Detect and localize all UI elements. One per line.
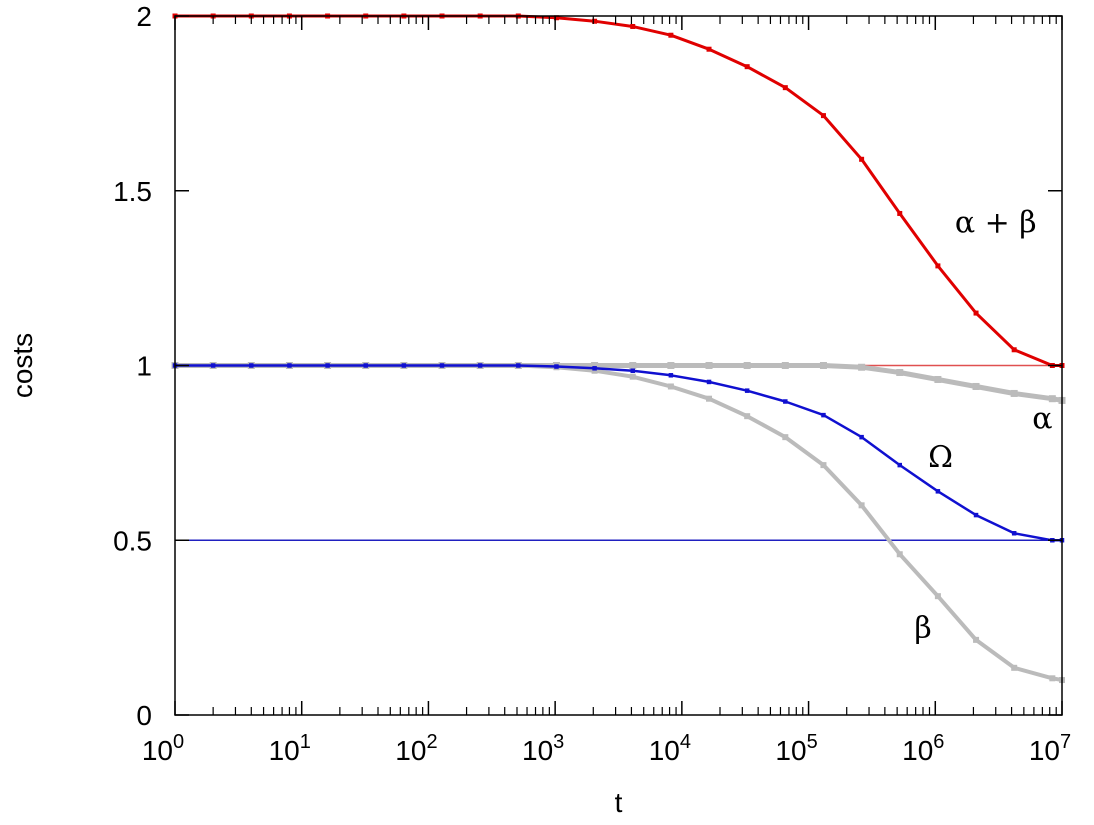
series-1-point (706, 379, 712, 385)
series-2-point (819, 362, 827, 369)
x-axis-title: t (615, 787, 623, 818)
series-0-point (630, 23, 636, 29)
series-label-2: α (1032, 401, 1052, 436)
series-1-point (516, 363, 521, 368)
y-tick-label: 0.5 (113, 525, 152, 556)
series-label-0: α + β (955, 206, 1037, 241)
series-label-3: β (914, 611, 931, 646)
x-tick-label: 102 (395, 731, 437, 766)
series-1-point (287, 363, 292, 368)
series-1-point (783, 399, 788, 404)
series-3-point (858, 502, 865, 509)
series-3-point (782, 434, 789, 441)
series-0-point (668, 32, 674, 38)
series-1-point (821, 412, 826, 418)
series-0-point (820, 113, 826, 119)
series-1-point (630, 368, 635, 373)
ticks-layer (174, 15, 1063, 716)
x-tick-label: 105 (775, 731, 817, 766)
series-0-point (935, 263, 941, 269)
series-1-point (592, 366, 597, 371)
series-0-point (553, 15, 559, 21)
series-1-point (935, 489, 941, 494)
x-tick-label: 100 (142, 731, 184, 766)
x-tick-label: 103 (522, 731, 564, 766)
tick-labels: 100 101 102 103 104 105 106 107 0 0.5 1 1.5 2 (113, 1, 1071, 766)
series-2-point (858, 363, 866, 371)
y-tick-label: 0 (136, 700, 152, 731)
series-0-point (782, 85, 788, 91)
series-0-point (706, 46, 712, 52)
series-1-point (859, 434, 864, 440)
series-2-point (781, 362, 789, 369)
series-label-1: Ω (928, 440, 953, 475)
series-1-point (477, 363, 483, 368)
series-3-point (667, 383, 674, 390)
series-1-point (249, 363, 254, 368)
series-1-point (439, 363, 445, 368)
y-tick-label: 1.5 (113, 176, 152, 207)
series-1-point (554, 364, 559, 369)
series-3-point (629, 373, 636, 380)
series-1-point (668, 373, 674, 378)
series-3-point (744, 413, 751, 420)
series-3-point (934, 593, 941, 600)
x-tick-label: 106 (902, 731, 944, 766)
series-3-point (706, 395, 713, 402)
series-2-point (934, 375, 942, 383)
series-2-point (629, 362, 637, 369)
series-3-point (1049, 675, 1056, 682)
series-2-point (1048, 395, 1056, 403)
series-2-point (1010, 389, 1018, 397)
series-labels: α + β Ωα β (914, 206, 1052, 646)
series-2-point (972, 382, 980, 390)
series-0-point (744, 64, 750, 70)
x-tick-label: 101 (269, 731, 311, 766)
series-1-point (210, 363, 216, 368)
series-2-point (705, 362, 713, 369)
series-2-point (591, 362, 599, 369)
series-1-point (744, 388, 750, 393)
series-0-point (973, 310, 979, 316)
series-1-point (401, 363, 407, 368)
series-1-point (363, 363, 368, 368)
series-3-point (820, 462, 827, 469)
series-2-point (896, 368, 904, 376)
series-2-point (743, 362, 751, 369)
x-tick-label: 107 (1029, 731, 1071, 766)
y-tick-label: 1 (136, 351, 152, 382)
series-3-point (973, 636, 980, 643)
y-tick-label: 2 (136, 1, 152, 32)
series-0-point (592, 18, 598, 24)
series-3-point (591, 367, 598, 374)
series-1-point (1011, 531, 1017, 536)
series-1-point (325, 363, 330, 368)
series-0-point (859, 156, 865, 162)
series-1-point (973, 512, 979, 518)
series-3-point (896, 551, 903, 558)
y-axis-title: costs (7, 333, 38, 398)
series-2-point (667, 362, 675, 369)
series-0-point (1011, 347, 1017, 353)
series-3-point (1011, 664, 1018, 671)
series-0-point (897, 210, 903, 216)
series-1-point (897, 462, 903, 468)
x-tick-label: 104 (649, 731, 691, 766)
